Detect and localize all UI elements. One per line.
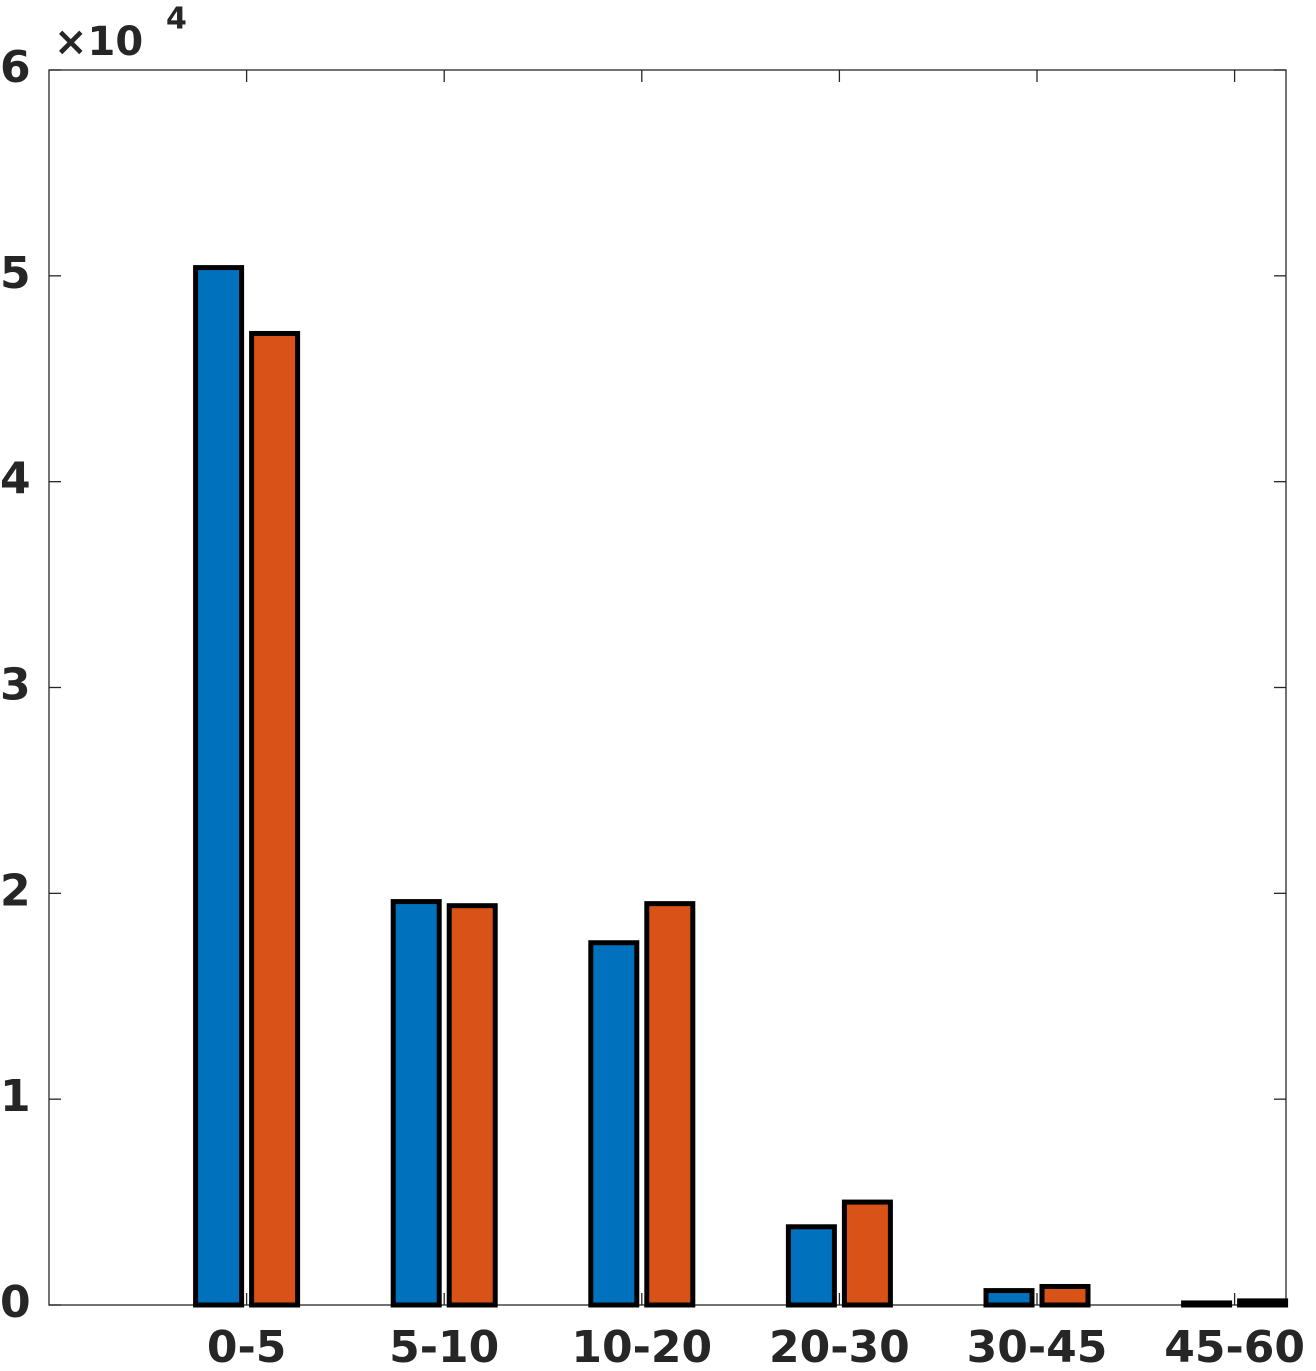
bar [249,330,301,1308]
bar [193,265,245,1308]
x-tick-label: 30-45 [967,1322,1108,1371]
bar [390,899,442,1308]
bar [644,901,696,1308]
y-tick-label: 4 [0,454,31,505]
y-tick-label: 2 [0,865,31,916]
bar [1181,1300,1233,1308]
bar [446,903,498,1308]
x-tick-label: 10-20 [571,1322,712,1371]
x-tick-label: 20-30 [769,1322,910,1371]
bar [983,1288,1035,1308]
x-tick-label: 45-60 [1164,1322,1305,1371]
y-tick-label: 0 [0,1277,31,1328]
x-tick-label: 5-10 [389,1322,499,1371]
x-tick-label: 0-5 [207,1322,287,1371]
y-scale-label: ×10 [54,19,143,65]
y-tick-label: 6 [0,42,31,93]
bar [841,1199,893,1308]
y-tick-label: 3 [0,660,31,711]
y-tick-label: 1 [0,1071,31,1122]
bar [1237,1298,1289,1308]
bar [1039,1283,1091,1308]
y-scale-exponent: 4 [166,2,187,37]
y-tick-label: 5 [0,248,31,299]
bar [588,940,640,1308]
bar [785,1224,837,1308]
